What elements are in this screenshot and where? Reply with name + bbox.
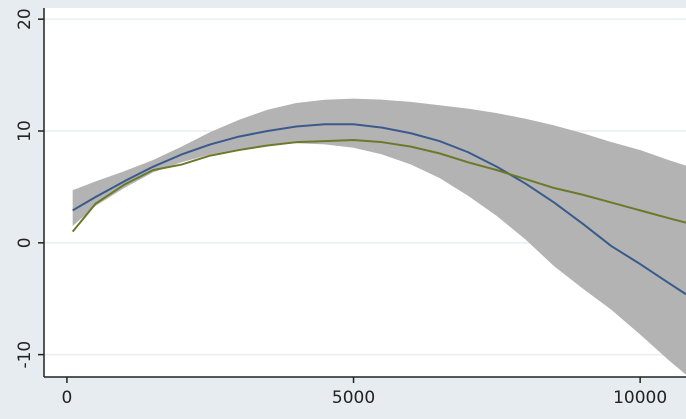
series-line-2 xyxy=(71,138,686,233)
series-layer xyxy=(71,123,686,296)
confidence-band-layer xyxy=(72,98,686,375)
x-tick-label: 0 xyxy=(62,388,73,408)
series-line-1 xyxy=(72,123,686,296)
x-tick-label: 5000 xyxy=(332,388,375,408)
y-tick-label: -10 xyxy=(15,341,35,369)
y-tick-label: 20 xyxy=(15,8,35,30)
x-tick-label: 10000 xyxy=(613,388,667,408)
confidence-band xyxy=(72,98,686,375)
axis-layer: -10 0 10 20 0 5000 10000 xyxy=(15,8,686,408)
y-tick-label: 0 xyxy=(15,237,35,248)
y-tick-label: 10 xyxy=(15,120,35,142)
